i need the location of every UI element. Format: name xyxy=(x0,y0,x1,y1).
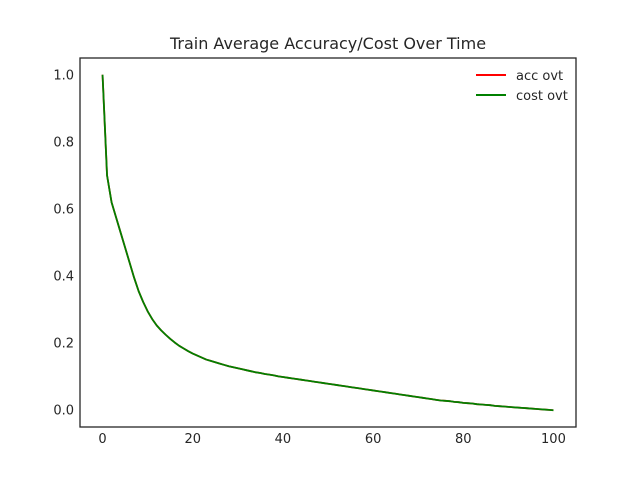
x-tick-label: 100 xyxy=(541,432,566,447)
y-tick-label: 1.0 xyxy=(53,68,74,83)
x-tick-label: 20 xyxy=(184,432,201,447)
axes-frame xyxy=(79,57,577,428)
y-tick-label: 0.4 xyxy=(53,270,74,285)
y-tick-label: 0.6 xyxy=(53,202,74,217)
y-axis-ticks: 0.0 0.2 0.4 0.6 0.8 1.0 xyxy=(53,68,74,418)
y-tick-label: 0.0 xyxy=(53,404,74,419)
x-tick-label: 40 xyxy=(275,432,292,447)
plot-area: 0 20 40 60 80 100 0.0 0.2 0.4 0.6 0.8 1.0 xyxy=(53,57,577,447)
y-tick-label: 0.2 xyxy=(53,337,74,352)
x-axis-ticks: 0 20 40 60 80 100 xyxy=(98,432,566,447)
chart-title: Train Average Accuracy/Cost Over Time xyxy=(169,34,486,53)
legend: acc ovt cost ovt xyxy=(476,69,568,104)
series-line-cost-ovt xyxy=(101,74,554,412)
series-group xyxy=(101,74,554,412)
y-tick-label: 0.8 xyxy=(53,135,74,150)
x-tick-label: 60 xyxy=(365,432,382,447)
x-tick-label: 80 xyxy=(455,432,472,447)
legend-label-acc-ovt: acc ovt xyxy=(516,69,563,84)
legend-label-cost-ovt: cost ovt xyxy=(516,89,568,104)
x-tick-label: 0 xyxy=(98,432,106,447)
